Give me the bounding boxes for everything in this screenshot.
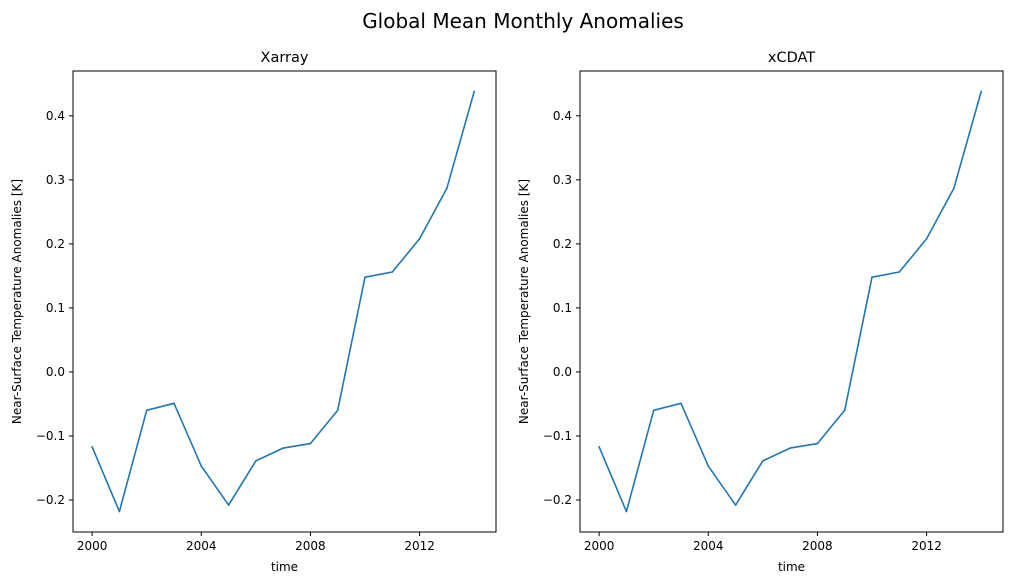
data-point (227, 504, 230, 506)
y-tick-label: −0.2 (36, 493, 65, 507)
data-point (652, 409, 655, 412)
data-point (145, 409, 148, 412)
data-point (789, 447, 791, 449)
plot-title: xCDAT (768, 50, 815, 66)
axes-frame (72, 70, 497, 533)
data-point (816, 442, 819, 445)
y-tick-label: 0.2 (46, 237, 65, 251)
x-tick-label: 2004 (186, 539, 217, 553)
data-point (446, 187, 448, 189)
data-point (871, 276, 873, 279)
x-tick-label: 2000 (77, 539, 108, 553)
panel-xcdat: xCDAT −0.2 −0.1 0.0 0.1 0.2 0.3 0.4 2000 2004 2008… (517, 50, 1004, 574)
x-tick-label: 2008 (802, 539, 833, 553)
data-point (255, 460, 257, 462)
y-axis-label: Near-Surface Temperature Anomalies [K] (517, 179, 531, 424)
data-point (762, 460, 764, 462)
data-point (364, 276, 366, 279)
data-point (625, 510, 628, 513)
y-tick-label: 0.4 (46, 109, 65, 123)
data-point (843, 409, 846, 412)
y-tick-label: 0.3 (553, 173, 572, 187)
y-tick-label: 0.3 (46, 173, 65, 187)
y-tick-label: 0.2 (553, 237, 572, 251)
figure-suptitle: Global Mean Monthly Anomalies (362, 9, 684, 33)
y-axis-label: Near-Surface Temperature Anomalies [K] (10, 179, 24, 424)
data-point (473, 90, 476, 93)
panel-xarray: Xarray −0.2 −0.1 0.0 0.1 0.2 0.3 0.4 2000 2004 200… (10, 50, 497, 574)
y-tick-label: 0.1 (46, 301, 65, 315)
x-tick-label: 2012 (911, 539, 942, 553)
x-axis-label: time (271, 560, 298, 574)
data-point (734, 504, 737, 506)
data-point (173, 402, 175, 405)
x-tick-label: 2012 (404, 539, 435, 553)
data-point (680, 402, 682, 405)
y-tick-label: −0.1 (543, 429, 572, 443)
data-point (200, 465, 203, 467)
data-point (91, 446, 93, 448)
data-point (282, 447, 284, 449)
y-tick-label: −0.1 (36, 429, 65, 443)
data-point (953, 187, 955, 189)
data-point (980, 90, 982, 93)
data-point (418, 238, 421, 240)
y-tick-label: 0.0 (553, 365, 572, 379)
x-tick-label: 2008 (295, 539, 326, 553)
data-point (598, 446, 600, 448)
axes-frame (579, 70, 1004, 533)
data-point (336, 409, 339, 412)
x-axis-label: time (778, 560, 805, 574)
data-point (309, 442, 312, 445)
data-point (925, 238, 928, 240)
x-tick-label: 2004 (693, 539, 724, 553)
data-point (391, 271, 394, 273)
data-point (898, 271, 901, 273)
plot-title: Xarray (261, 50, 309, 66)
data-point (707, 465, 710, 467)
data-point (118, 510, 121, 513)
y-tick-label: 0.0 (46, 365, 65, 379)
y-tick-label: 0.1 (553, 301, 572, 315)
y-tick-label: −0.2 (543, 493, 572, 507)
x-tick-label: 2000 (584, 539, 615, 553)
y-tick-label: 0.4 (553, 109, 572, 123)
